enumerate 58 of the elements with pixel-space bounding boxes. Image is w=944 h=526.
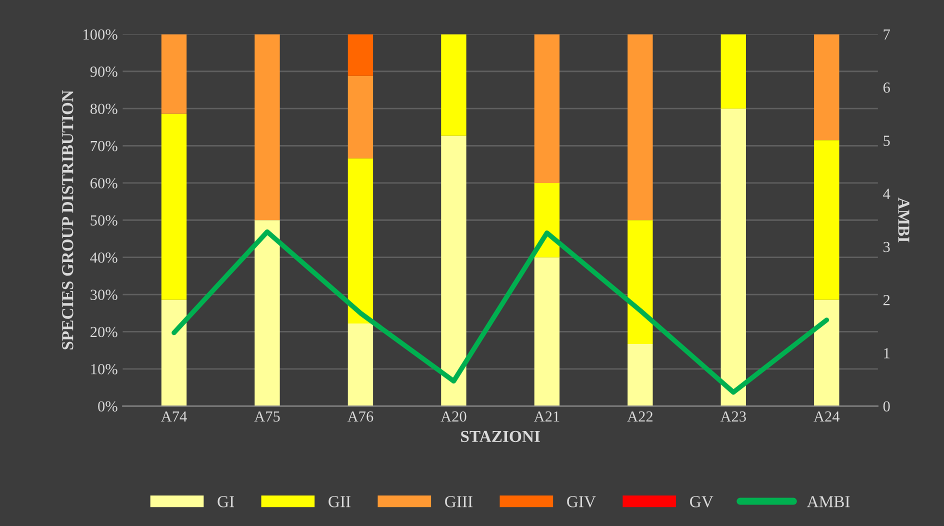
bar bbox=[348, 324, 374, 406]
line-series bbox=[172, 229, 830, 395]
legend-label: GIII bbox=[445, 496, 472, 508]
bar bbox=[161, 34, 187, 114]
bar bbox=[348, 34, 374, 76]
y2-tick-label: 0 bbox=[883, 401, 890, 412]
y2-tick-label: 3 bbox=[884, 242, 890, 252]
bar bbox=[628, 220, 653, 344]
bar bbox=[814, 140, 840, 300]
x-tick-label: A21 bbox=[534, 411, 560, 422]
y-tick-label: 100% bbox=[84, 29, 118, 40]
bar bbox=[441, 136, 466, 406]
bar bbox=[628, 34, 653, 220]
y-tick-label: 0% bbox=[98, 401, 118, 412]
bar bbox=[814, 300, 840, 406]
y-tick-label: 80% bbox=[90, 104, 118, 114]
y-tick-label: 30% bbox=[90, 290, 118, 300]
x-tick-label: A20 bbox=[440, 411, 466, 422]
x-tick-label: A76 bbox=[347, 411, 374, 422]
bar bbox=[161, 300, 187, 406]
bar bbox=[441, 34, 466, 136]
bar bbox=[628, 344, 653, 406]
bar bbox=[348, 158, 374, 324]
bar bbox=[161, 114, 187, 300]
y2-tick-label: 4 bbox=[883, 188, 890, 199]
x-tick-label: A23 bbox=[720, 411, 746, 422]
bar bbox=[720, 34, 746, 109]
bar bbox=[720, 108, 746, 406]
y-tick-label: 50% bbox=[90, 215, 118, 226]
bar bbox=[254, 220, 280, 406]
legend-label: AMBI bbox=[806, 496, 850, 508]
y2-tick-label: 2 bbox=[883, 295, 890, 306]
y2-tick-label: 5 bbox=[884, 136, 890, 146]
bar bbox=[348, 76, 374, 158]
legend-label: GII bbox=[328, 496, 350, 508]
bar bbox=[814, 34, 840, 140]
legend-label: GIV bbox=[567, 496, 596, 508]
y2-tick-label: 7 bbox=[884, 29, 890, 40]
bar bbox=[534, 257, 560, 406]
y-tick-label: 10% bbox=[91, 364, 118, 374]
y-tick-label: 40% bbox=[90, 252, 118, 263]
y2-tick-label: 6 bbox=[883, 82, 890, 93]
y2-tick-label: 1 bbox=[884, 348, 890, 358]
y-axis-title: SPECIES GROUP DISTRIBUTION bbox=[62, 90, 74, 350]
y-tick-label: 70% bbox=[90, 140, 118, 152]
x-tick-label: A24 bbox=[814, 411, 840, 422]
legend-label: GI bbox=[218, 496, 234, 508]
bar bbox=[254, 34, 280, 220]
x-axis-title: STAZIONI bbox=[461, 430, 540, 442]
x-tick-label: A74 bbox=[160, 411, 187, 422]
y-tick-label: 20% bbox=[90, 326, 118, 338]
y-tick-label: 90% bbox=[90, 66, 118, 77]
y2-axis-title: AMBI bbox=[898, 198, 910, 242]
y-tick-label: 60% bbox=[90, 178, 118, 188]
x-tick-label: A22 bbox=[627, 411, 652, 422]
bar bbox=[534, 34, 560, 183]
legend-label: GV bbox=[690, 496, 714, 508]
x-tick-label: A75 bbox=[254, 411, 280, 422]
